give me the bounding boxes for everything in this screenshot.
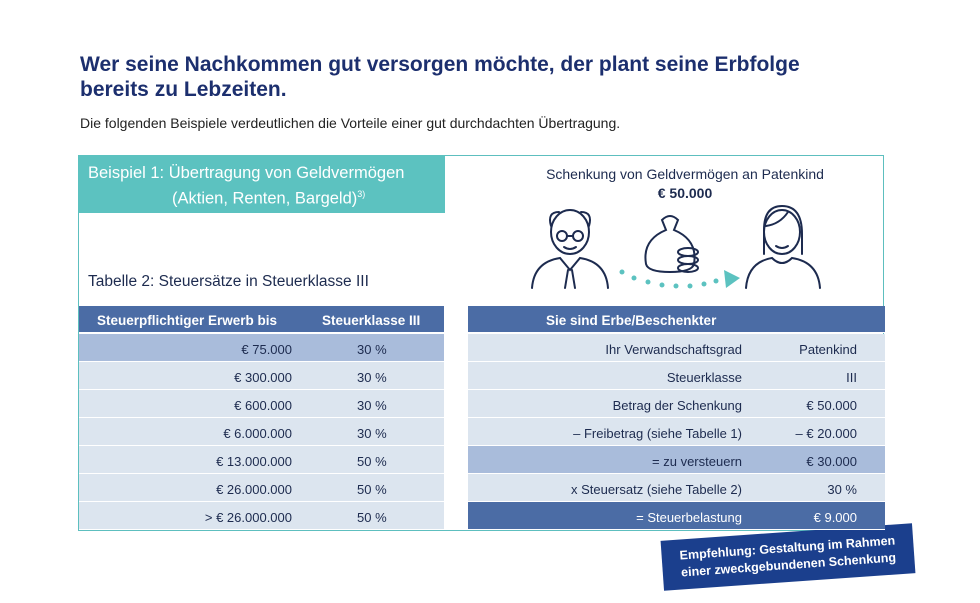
cell: 50 %: [357, 482, 387, 497]
illustration: [531, 204, 821, 289]
cell: x Steuersatz (siehe Tabelle 2): [570, 482, 742, 497]
cell: = zu versteuern: [652, 454, 742, 469]
example-subtitle: (Aktien, Renten, Bargeld)3): [172, 184, 365, 210]
cell: 30 %: [357, 398, 387, 413]
rates-row: € 26.000.000 50 %: [79, 474, 444, 502]
cell: 30 %: [827, 482, 857, 497]
calc-row: – Freibetrag (siehe Tabelle 1) – € 20.000: [468, 418, 885, 446]
cell: 50 %: [357, 510, 387, 525]
cell: – € 20.000: [795, 426, 857, 441]
cell: – Freibetrag (siehe Tabelle 1): [573, 426, 742, 441]
title-line: Wer seine Nachkommen gut versorgen möcht…: [80, 53, 800, 76]
calc-row: Betrag der Schenkung € 50.000: [468, 390, 885, 418]
cell: € 600.000: [234, 398, 292, 413]
man-icon: [531, 209, 609, 289]
money-icon: [644, 215, 699, 274]
cell: € 13.000.000: [216, 454, 292, 469]
recommendation: Empfehlung: Gestaltung im Rahmen einer z…: [660, 523, 916, 591]
cell: > € 26.000.000: [204, 510, 292, 525]
cell: Steuerklasse: [666, 370, 742, 385]
rates-row: € 13.000.000 50 %: [79, 446, 444, 474]
calc-row: = zu versteuern € 30.000: [468, 446, 885, 474]
subtitle: Die folgenden Beispiele verdeutlichen di…: [80, 115, 621, 131]
calc-row: Ihr Verwandschaftsgrad Patenkind: [468, 334, 885, 362]
gift-amount: € 50.000: [657, 185, 713, 201]
example-title: Beispiel 1: Übertragung von Geldvermögen: [88, 164, 405, 182]
cell: Betrag der Schenkung: [612, 398, 742, 413]
rates-header: Steuerpflichtiger Erwerb bis Steuerklasse…: [79, 306, 444, 333]
gift-caption: Schenkung von Geldvermögen an Patenkind: [546, 166, 824, 182]
cell: € 6.000.000: [223, 426, 292, 441]
cell: = Steuerbelastung: [636, 510, 742, 525]
cell: Ihr Verwandschaftsgrad: [605, 342, 742, 357]
cell: € 26.000.000: [216, 482, 292, 497]
cell: € 9.000: [813, 510, 857, 525]
cell: 30 %: [357, 370, 387, 385]
woman-icon: [745, 204, 821, 289]
rates-row: € 300.000 30 %: [79, 362, 444, 390]
calc-row: = Steuerbelastung € 9.000: [468, 502, 885, 530]
rates-row: € 600.000 30 %: [79, 390, 444, 418]
cell: 30 %: [357, 342, 387, 357]
calc-row: x Steuersatz (siehe Tabelle 2) 30 %: [468, 474, 885, 502]
title-line: bereits zu Lebzeiten.: [80, 78, 287, 101]
example-subtitle-text: (Aktien, Renten, Bargeld): [172, 189, 358, 208]
rates-row: € 75.000 30 %: [79, 334, 444, 362]
footnote: 3): [357, 189, 366, 199]
cell: III: [846, 370, 857, 385]
rates-row: > € 26.000.000 50 %: [79, 502, 444, 530]
cell: Patenkind: [799, 342, 857, 357]
cell: € 75.000: [241, 342, 292, 357]
title: Wer seine Nachkommen gut versorgen möcht…: [80, 52, 800, 102]
arrow: [619, 269, 740, 289]
cell: Steuerklasse III: [322, 313, 421, 328]
cell: Steuerpflichtiger Erwerb bis: [97, 313, 278, 328]
example-box: Beispiel 1: Übertragung von Geldvermögen…: [78, 155, 445, 213]
cell: 50 %: [357, 454, 387, 469]
cell: Sie sind Erbe/Beschenkter: [546, 313, 717, 328]
calc-row: Steuerklasse III: [468, 362, 885, 390]
cell: € 300.000: [234, 370, 292, 385]
calc-header: Sie sind Erbe/Beschenkter: [468, 306, 885, 333]
cell: € 50.000: [806, 398, 857, 413]
cell: 30 %: [357, 426, 387, 441]
rates-row: € 6.000.000 30 %: [79, 418, 444, 446]
table-caption: Tabelle 2: Steuersätze in Steuerklasse I…: [88, 273, 369, 290]
cell: € 30.000: [806, 454, 857, 469]
